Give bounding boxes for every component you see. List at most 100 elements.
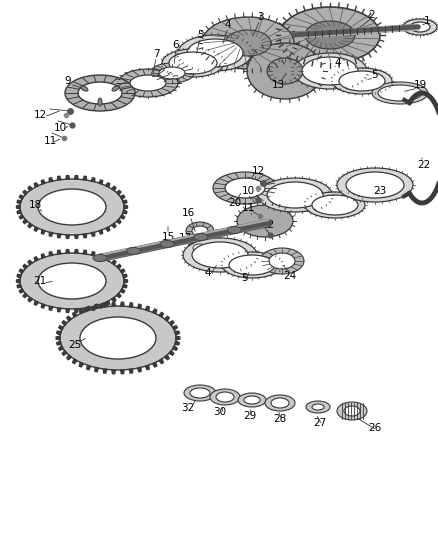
Ellipse shape bbox=[20, 179, 124, 235]
Polygon shape bbox=[57, 341, 61, 345]
Polygon shape bbox=[19, 269, 24, 273]
Ellipse shape bbox=[38, 263, 106, 299]
Polygon shape bbox=[62, 321, 67, 326]
Polygon shape bbox=[66, 249, 70, 253]
Text: 16: 16 bbox=[181, 208, 194, 218]
Polygon shape bbox=[175, 341, 179, 345]
Text: 4: 4 bbox=[225, 20, 231, 30]
Polygon shape bbox=[34, 183, 39, 187]
Text: 12: 12 bbox=[261, 220, 275, 230]
Ellipse shape bbox=[187, 39, 243, 67]
Ellipse shape bbox=[169, 52, 217, 74]
Ellipse shape bbox=[159, 67, 185, 79]
Polygon shape bbox=[28, 187, 32, 191]
Text: 15: 15 bbox=[161, 232, 175, 242]
Polygon shape bbox=[17, 284, 21, 288]
Ellipse shape bbox=[271, 398, 289, 408]
Ellipse shape bbox=[130, 75, 166, 91]
Polygon shape bbox=[41, 304, 45, 308]
Polygon shape bbox=[99, 230, 102, 234]
Ellipse shape bbox=[337, 402, 367, 420]
Ellipse shape bbox=[227, 227, 241, 233]
Ellipse shape bbox=[188, 241, 212, 255]
Polygon shape bbox=[57, 250, 61, 254]
Polygon shape bbox=[176, 336, 180, 340]
Polygon shape bbox=[112, 302, 116, 306]
Text: 20: 20 bbox=[229, 198, 242, 208]
Polygon shape bbox=[169, 351, 174, 355]
Polygon shape bbox=[169, 321, 174, 326]
Ellipse shape bbox=[81, 86, 88, 91]
Polygon shape bbox=[74, 309, 78, 312]
Polygon shape bbox=[66, 309, 70, 312]
Ellipse shape bbox=[127, 247, 141, 254]
Polygon shape bbox=[103, 369, 107, 373]
Ellipse shape bbox=[216, 392, 234, 402]
Text: 12: 12 bbox=[33, 110, 46, 120]
Polygon shape bbox=[152, 362, 157, 367]
Polygon shape bbox=[66, 175, 70, 179]
Ellipse shape bbox=[160, 240, 174, 247]
Polygon shape bbox=[19, 215, 24, 219]
Polygon shape bbox=[91, 252, 95, 256]
Ellipse shape bbox=[332, 68, 392, 94]
Polygon shape bbox=[129, 303, 133, 307]
Ellipse shape bbox=[258, 178, 332, 212]
Polygon shape bbox=[79, 362, 84, 367]
Ellipse shape bbox=[269, 253, 295, 269]
Polygon shape bbox=[95, 304, 99, 309]
Text: 12: 12 bbox=[251, 166, 265, 176]
Text: 22: 22 bbox=[417, 160, 431, 170]
Text: 1: 1 bbox=[424, 16, 430, 26]
Polygon shape bbox=[83, 176, 87, 180]
Polygon shape bbox=[49, 252, 53, 256]
Polygon shape bbox=[165, 355, 169, 360]
Polygon shape bbox=[106, 301, 110, 305]
Text: 9: 9 bbox=[65, 76, 71, 86]
Polygon shape bbox=[120, 195, 125, 199]
Polygon shape bbox=[34, 227, 39, 231]
Ellipse shape bbox=[222, 252, 282, 278]
Polygon shape bbox=[124, 279, 127, 283]
Polygon shape bbox=[112, 223, 116, 228]
Ellipse shape bbox=[186, 222, 214, 240]
Ellipse shape bbox=[118, 69, 178, 97]
Polygon shape bbox=[120, 302, 124, 306]
Ellipse shape bbox=[20, 253, 124, 309]
Polygon shape bbox=[117, 293, 121, 297]
Polygon shape bbox=[28, 223, 32, 228]
Ellipse shape bbox=[237, 205, 293, 237]
Polygon shape bbox=[59, 346, 64, 350]
Text: 23: 23 bbox=[373, 186, 387, 196]
Polygon shape bbox=[106, 227, 110, 231]
Polygon shape bbox=[57, 234, 61, 238]
Text: 6: 6 bbox=[173, 40, 179, 50]
Polygon shape bbox=[57, 331, 61, 335]
Polygon shape bbox=[56, 336, 60, 340]
Ellipse shape bbox=[238, 393, 266, 407]
Polygon shape bbox=[159, 312, 163, 317]
Polygon shape bbox=[138, 367, 141, 372]
Text: 10: 10 bbox=[241, 186, 254, 196]
Polygon shape bbox=[91, 232, 95, 236]
Polygon shape bbox=[91, 306, 95, 310]
Polygon shape bbox=[57, 308, 61, 312]
Text: 26: 26 bbox=[368, 423, 381, 433]
Polygon shape bbox=[173, 326, 177, 330]
Ellipse shape bbox=[193, 244, 207, 252]
Text: 19: 19 bbox=[413, 80, 427, 90]
Polygon shape bbox=[34, 301, 39, 305]
Polygon shape bbox=[145, 306, 149, 311]
Polygon shape bbox=[41, 180, 45, 184]
Ellipse shape bbox=[293, 53, 367, 89]
Polygon shape bbox=[74, 249, 78, 253]
Polygon shape bbox=[83, 234, 87, 238]
Polygon shape bbox=[138, 304, 141, 309]
Polygon shape bbox=[123, 274, 127, 278]
Polygon shape bbox=[123, 200, 127, 204]
Ellipse shape bbox=[150, 63, 194, 83]
Ellipse shape bbox=[60, 306, 176, 370]
Text: 4: 4 bbox=[205, 268, 211, 278]
Ellipse shape bbox=[305, 192, 365, 218]
Polygon shape bbox=[19, 195, 24, 199]
